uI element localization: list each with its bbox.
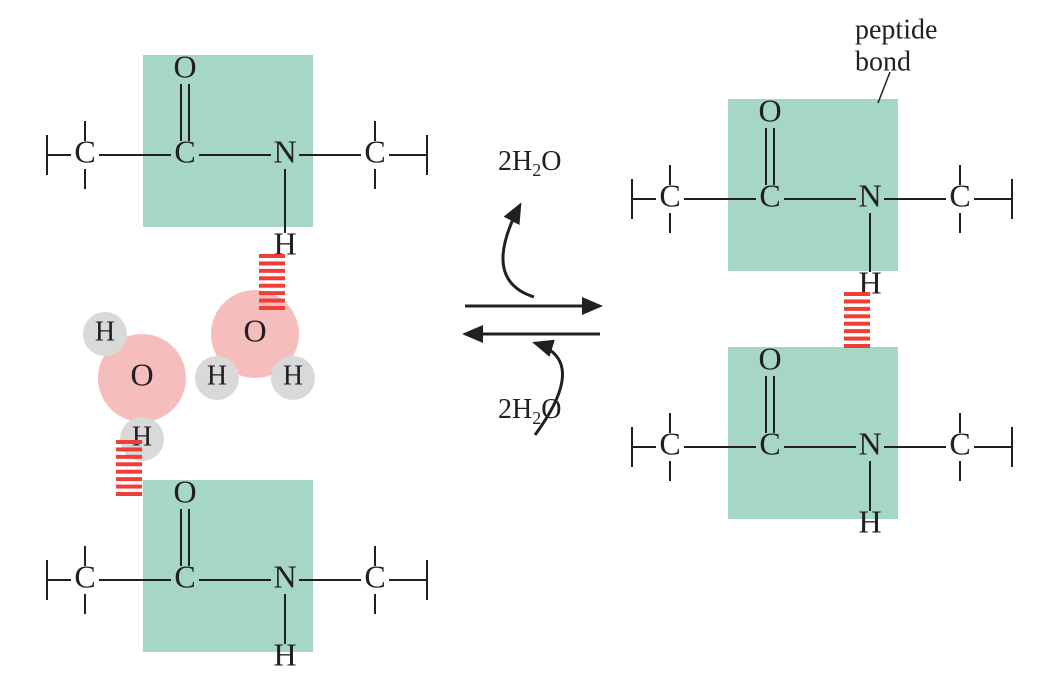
atom-label: H [858, 503, 881, 539]
atom-label: C [364, 558, 385, 594]
hydrogen-bond [116, 440, 142, 496]
atom-label: O [758, 92, 781, 128]
atom-label: C [759, 425, 780, 461]
atom-label: O [130, 356, 153, 392]
formula-text: 2H2O [498, 146, 561, 180]
peptide-bond-label: bond [855, 46, 911, 77]
atom-label: C [949, 177, 970, 213]
atom-label: H [283, 360, 303, 391]
atom-label: C [74, 133, 95, 169]
atom-label: C [174, 133, 195, 169]
atom-label: H [273, 636, 296, 672]
atom-label: N [273, 558, 296, 594]
water-formula: 2H2O [498, 146, 561, 180]
atom-label: O [173, 473, 196, 509]
atom-label: O [173, 48, 196, 84]
atom-label: O [243, 312, 266, 348]
atom-label: N [858, 177, 881, 213]
hydrogen-bond [844, 292, 870, 348]
release-arrow [503, 205, 534, 297]
atom-label: H [95, 316, 115, 347]
formula-text: 2H2O [498, 394, 561, 428]
water-formula: 2H2O [498, 394, 561, 428]
atom-label: N [273, 133, 296, 169]
atom-label: C [759, 177, 780, 213]
atom-label: H [207, 360, 227, 391]
peptide-bond-label: peptide [855, 14, 937, 45]
hydrogen-bond [259, 254, 285, 310]
atom-label: C [949, 425, 970, 461]
peptide-bond-diagram: CCNCOHCCNCOHOHHOHHCCNCOHCCNCOHpeptidebon… [0, 0, 1055, 688]
atom-label: C [659, 177, 680, 213]
atom-label: C [74, 558, 95, 594]
atom-label: N [858, 425, 881, 461]
atom-label: O [758, 340, 781, 376]
atom-label: C [174, 558, 195, 594]
atom-label: C [364, 133, 385, 169]
atom-label: C [659, 425, 680, 461]
